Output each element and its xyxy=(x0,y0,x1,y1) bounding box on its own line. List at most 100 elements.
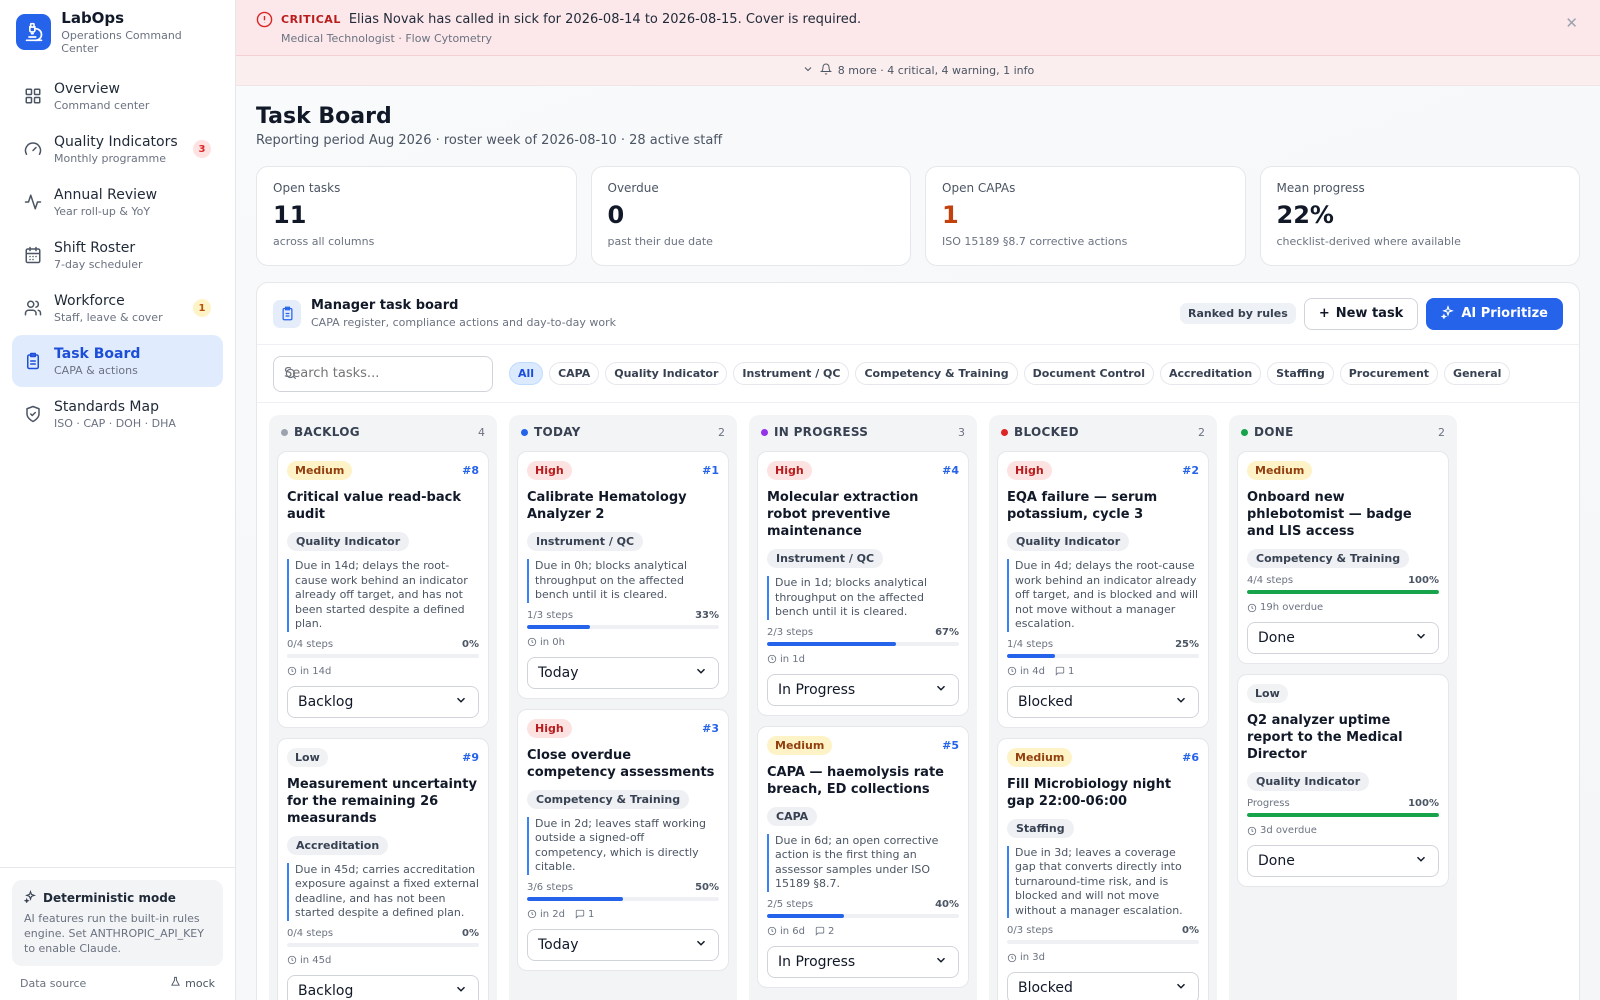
filter-chip-capa[interactable]: CAPA xyxy=(549,362,600,385)
progress-steps: 2/5 steps xyxy=(767,898,814,910)
task-title: Fill Microbiology night gap 22:00-06:00 xyxy=(1007,776,1172,809)
task-id: #5 xyxy=(942,738,959,752)
status-select-value: Today xyxy=(538,664,579,681)
task-title: Critical value read-back audit xyxy=(287,490,461,522)
more-alerts-toggle[interactable]: 8 more · 4 critical, 4 warning, 1 info xyxy=(236,56,1600,86)
task-card[interactable]: Medium Onboard new phlebotomist — badge a… xyxy=(1237,451,1449,664)
kpi-value: 0 xyxy=(607,201,625,229)
clock-icon xyxy=(767,926,777,936)
status-select[interactable]: Done xyxy=(1247,622,1439,654)
kpi-label: Overdue xyxy=(607,181,659,195)
kpi-card: Overdue 0 past their due date xyxy=(590,166,911,266)
task-card[interactable]: Medium #6 Fill Microbiology night gap 22:0… xyxy=(997,737,1209,1000)
grid-icon xyxy=(25,88,41,104)
column-name: IN PROGRESS xyxy=(774,425,869,439)
status-select-value: Done xyxy=(1258,630,1295,646)
status-select[interactable]: Backlog xyxy=(287,685,479,718)
priority-badge: High xyxy=(1007,461,1052,480)
deterministic-mode-title: Deterministic mode xyxy=(43,891,176,905)
status-select[interactable]: Done xyxy=(1247,845,1439,877)
status-select[interactable]: Blocked xyxy=(1007,685,1199,718)
due-date: 19h overdue xyxy=(1247,602,1323,613)
sidebar-item-overview[interactable]: Overview Command center xyxy=(12,70,223,122)
filter-chip-accreditation[interactable]: Accreditation xyxy=(1159,362,1262,385)
sidebar-item-standards-map[interactable]: Standards Map ISO · CAP · DOH · DHA xyxy=(12,388,223,440)
search-icon xyxy=(284,367,298,385)
status-select[interactable]: Blocked xyxy=(1007,972,1199,1000)
column-status-dot xyxy=(761,428,768,436)
due-date: in 4d xyxy=(1007,666,1045,677)
sidebar-item-quality-indicators[interactable]: Quality Indicators Monthly programme 3 xyxy=(12,123,223,175)
shield-icon xyxy=(26,405,40,423)
filter-chip-competency-training[interactable]: Competency & Training xyxy=(855,362,1018,385)
filter-chip-all[interactable]: All xyxy=(509,362,544,385)
search-input[interactable] xyxy=(274,356,492,391)
category-tag: Quality Indicator xyxy=(1247,772,1370,791)
status-select[interactable]: In Progress xyxy=(767,945,959,978)
ranked-badge: Ranked by rules xyxy=(1179,303,1296,324)
kpi-note: checklist-derived where available xyxy=(1276,235,1461,248)
filter-chip-document-control[interactable]: Document Control xyxy=(1023,362,1154,385)
brand: LabOps Operations Command Center xyxy=(0,0,235,64)
status-select[interactable]: Backlog xyxy=(287,974,479,1000)
filter-chip-staffing[interactable]: Staffing xyxy=(1267,362,1334,385)
progress-steps: 2/3 steps xyxy=(767,626,814,638)
sidebar-item-subtitle: CAPA & actions xyxy=(54,363,138,377)
kpi-note: past their due date xyxy=(607,235,713,248)
status-select[interactable]: Today xyxy=(527,656,719,689)
data-source-toggle[interactable]: mock xyxy=(170,976,215,990)
column-backlog: BACKLOG 4 Medium #8 Critical value read-back… xyxy=(269,415,497,1000)
chevron-down-icon xyxy=(934,681,948,699)
column-status-dot xyxy=(1001,428,1008,436)
board-title: Manager task board xyxy=(311,298,459,313)
progress-percent: 25% xyxy=(1175,638,1199,650)
task-card[interactable]: High #4 Molecular extraction robot prevent… xyxy=(757,451,969,716)
task-card[interactable]: Low Q2 analyzer uptime report to the Medi… xyxy=(1237,674,1449,887)
new-task-button[interactable]: + New task xyxy=(1303,297,1419,330)
sidebar-item-shift-roster[interactable]: Shift Roster 7-day scheduler xyxy=(12,229,223,281)
chevron-down-icon xyxy=(1174,693,1188,711)
due-text: in 1d xyxy=(780,653,806,665)
status-select[interactable]: Today xyxy=(527,928,719,961)
due-date: in 0h xyxy=(527,637,565,648)
progress-percent: 0% xyxy=(462,927,479,939)
task-card[interactable]: High #3 Close overdue competency assessmen… xyxy=(517,708,729,971)
task-card[interactable]: High #2 EQA failure — serum potassium, cyc… xyxy=(997,451,1209,728)
filter-chip-general[interactable]: General xyxy=(1444,362,1511,385)
sidebar-item-annual-review[interactable]: Annual Review Year roll-up & YoY xyxy=(12,176,223,228)
task-card[interactable]: Medium #8 Critical value read-back audit Qu… xyxy=(277,451,489,728)
close-icon[interactable]: ✕ xyxy=(1565,14,1578,32)
sidebar-footer: Deterministic mode AI features run the b… xyxy=(0,867,235,1000)
priority-reason: Due in 6d; an open corrective action is … xyxy=(767,833,959,892)
alert-message: Elias Novak has called in sick for 2026-… xyxy=(348,12,862,27)
data-source-label: Data source xyxy=(20,976,87,990)
sidebar-item-label: Annual Review xyxy=(54,186,158,203)
filter-chip-procurement[interactable]: Procurement xyxy=(1339,362,1439,385)
comment-icon xyxy=(575,909,585,919)
kpi-value: 11 xyxy=(273,201,307,229)
task-card[interactable]: Low #9 Measurement uncertainty for the rem… xyxy=(277,737,489,1000)
kpi-value: 22% xyxy=(1276,201,1334,229)
progress-percent: 0% xyxy=(1182,925,1199,936)
progress-bar xyxy=(1007,940,1199,944)
task-card[interactable]: High #1 Calibrate Hematology Analyzer 2 Ins… xyxy=(517,451,729,699)
status-select[interactable]: In Progress xyxy=(767,673,959,706)
clock-icon xyxy=(1247,603,1257,613)
sidebar-item-task-board[interactable]: Task Board CAPA & actions xyxy=(12,335,223,387)
sidebar-item-subtitle: 7-day scheduler xyxy=(54,257,143,271)
filter-chip-instrument-qc[interactable]: Instrument / QC xyxy=(733,362,850,385)
sidebar: LabOps Operations Command Center Overvie… xyxy=(0,0,236,1000)
task-card[interactable]: Medium #5 CAPA — haemolysis rate breach, E… xyxy=(757,725,969,988)
due-text: in 4d xyxy=(1020,665,1046,677)
priority-reason: Due in 2d; leaves staff working outside … xyxy=(527,816,719,875)
main: CRITICAL Elias Novak has called in sick … xyxy=(236,0,1600,1000)
filter-chip-quality-indicator[interactable]: Quality Indicator xyxy=(605,362,728,385)
sidebar-item-label: Workforce xyxy=(54,292,125,309)
progress-bar xyxy=(287,653,479,658)
clock-icon xyxy=(1007,953,1017,963)
priority-reason: Due in 3d; leaves a coverage gap that co… xyxy=(1007,845,1199,918)
progress-bar-fill xyxy=(527,624,591,629)
sidebar-item-workforce[interactable]: Workforce Staff, leave & cover 1 xyxy=(12,282,223,334)
priority-badge: Medium xyxy=(1007,747,1073,767)
ai-prioritize-button[interactable]: AI Prioritize xyxy=(1426,297,1563,330)
